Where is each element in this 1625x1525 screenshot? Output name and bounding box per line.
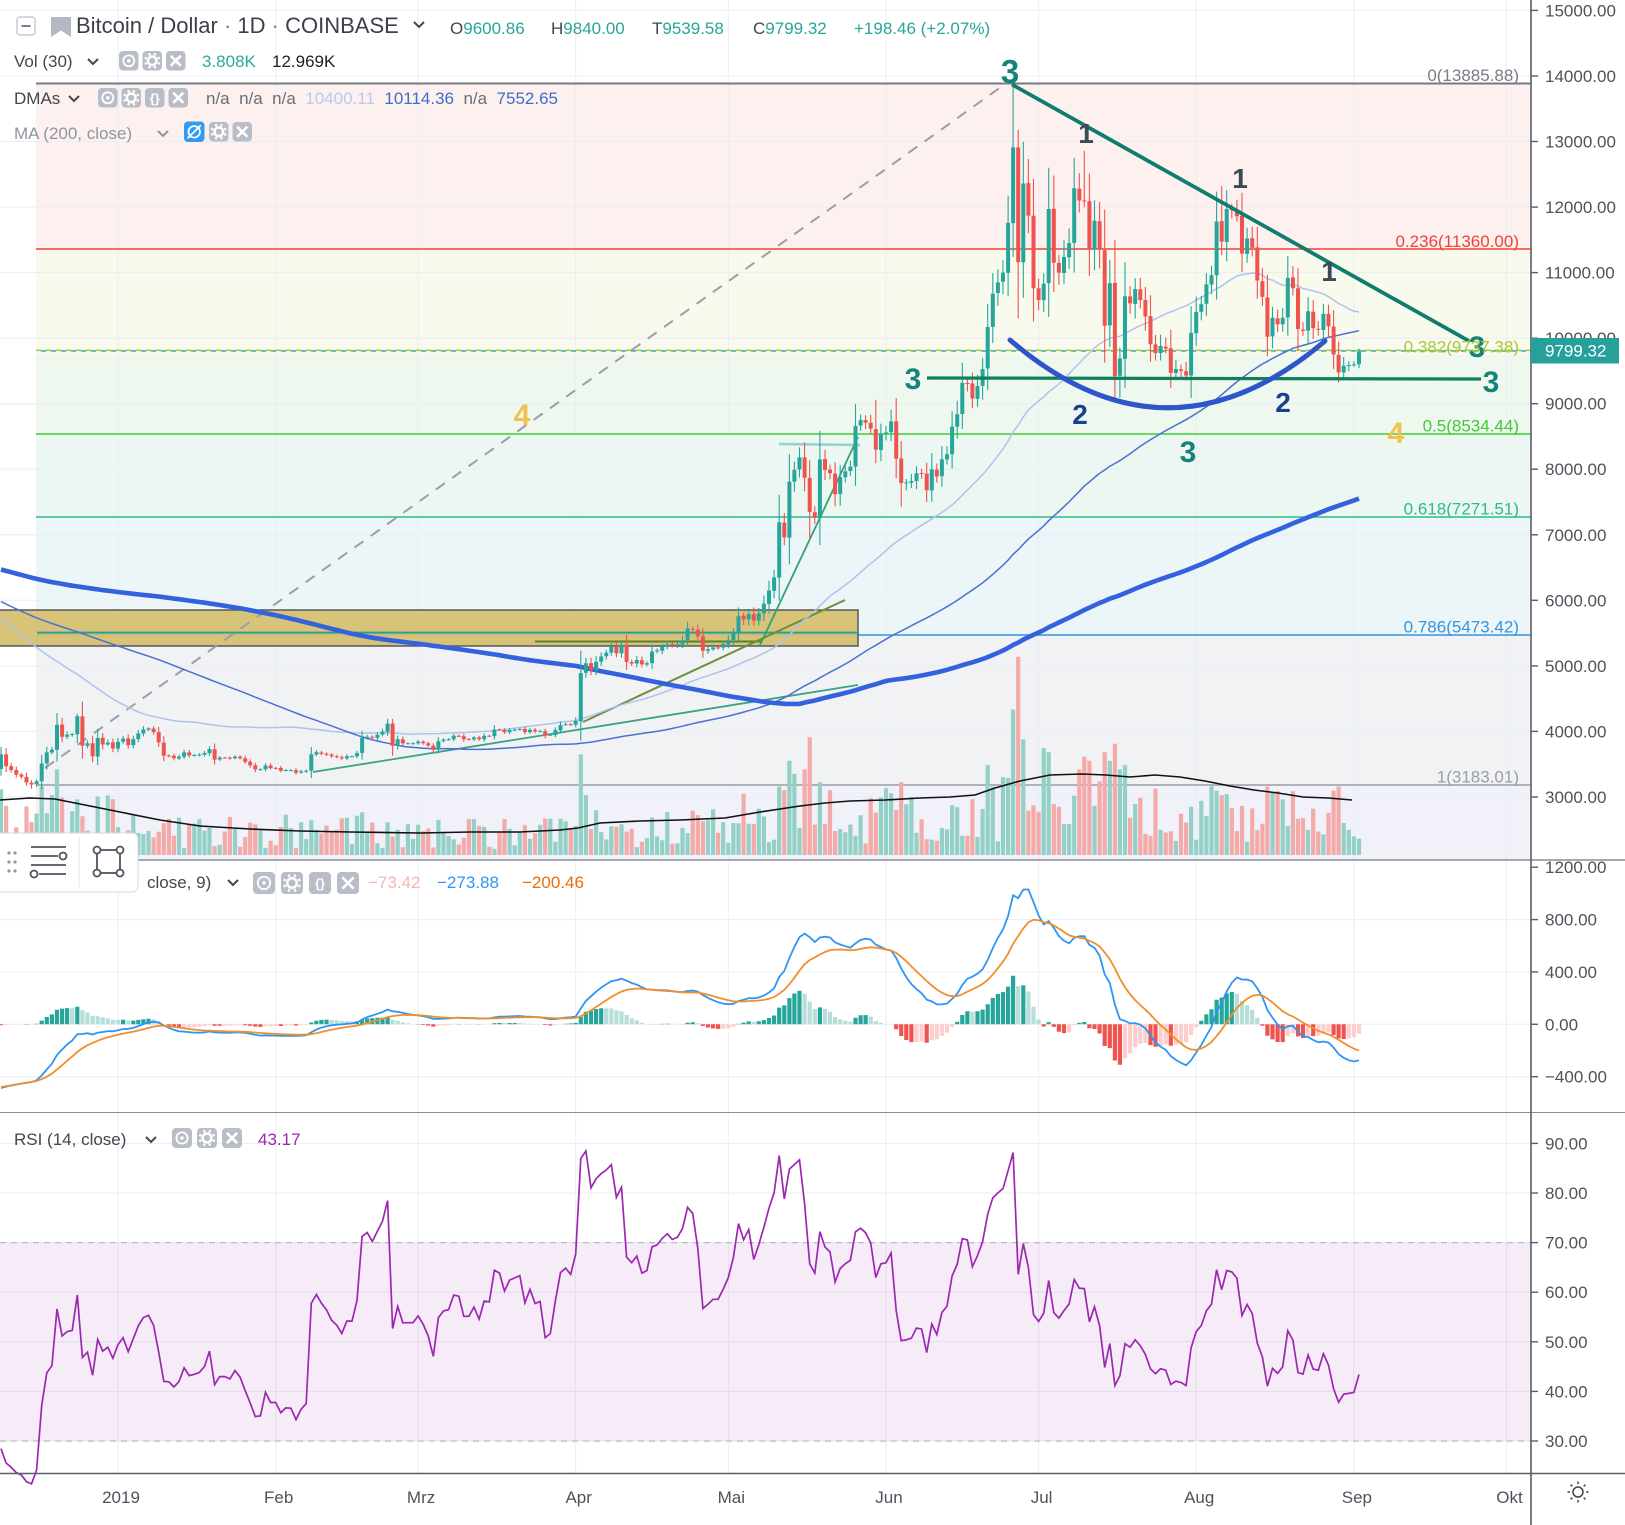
svg-text:Jun: Jun	[875, 1488, 902, 1507]
svg-text:Jul: Jul	[1031, 1488, 1053, 1507]
svg-text:4: 4	[1388, 417, 1405, 450]
svg-text:3: 3	[1469, 331, 1486, 364]
svg-text:4000.00: 4000.00	[1545, 722, 1606, 741]
svg-text:{}: {}	[315, 876, 325, 891]
svg-text:11000.00: 11000.00	[1545, 264, 1615, 283]
svg-text:2: 2	[1275, 387, 1291, 418]
svg-text:DMAs: DMAs	[14, 89, 60, 108]
svg-text:30.00: 30.00	[1545, 1432, 1588, 1451]
svg-text:2: 2	[1072, 399, 1088, 430]
svg-text:3000.00: 3000.00	[1545, 788, 1606, 807]
svg-text:−73.42: −73.42	[368, 873, 420, 892]
svg-text:1200.00: 1200.00	[1545, 858, 1606, 877]
svg-text:9000.00: 9000.00	[1545, 395, 1606, 414]
svg-text:n/a n/a n/a 10400.11 10114: n/a n/a n/a 10400.11 10114.36 n/a 7552.6…	[206, 89, 558, 108]
svg-text:0.00: 0.00	[1545, 1015, 1578, 1034]
svg-text:Okt: Okt	[1496, 1488, 1523, 1507]
svg-text:T9539.58: T9539.58	[652, 19, 724, 38]
svg-text:90.00: 90.00	[1545, 1134, 1588, 1153]
svg-text:3: 3	[1001, 53, 1019, 90]
svg-text:4: 4	[514, 399, 531, 432]
svg-text:0(13885.88): 0(13885.88)	[1427, 66, 1519, 85]
svg-text:+198.46 (+2.07%): +198.46 (+2.07%)	[854, 19, 990, 38]
svg-text:800.00: 800.00	[1545, 911, 1597, 930]
svg-text:8000.00: 8000.00	[1545, 460, 1606, 479]
svg-text:3.808K: 3.808K	[202, 52, 257, 71]
svg-text:Mrz: Mrz	[407, 1488, 435, 1507]
svg-text:9799.32: 9799.32	[1545, 342, 1606, 361]
svg-text:0.5(8534.44): 0.5(8534.44)	[1423, 417, 1519, 436]
svg-text:Mai: Mai	[718, 1488, 745, 1507]
svg-text:0.786(5473.42): 0.786(5473.42)	[1404, 618, 1519, 637]
svg-text:14000.00: 14000.00	[1545, 67, 1616, 86]
svg-text:H9840.00: H9840.00	[551, 19, 625, 38]
svg-text:15000.00: 15000.00	[1545, 1, 1616, 20]
svg-text:0.382(9737.38): 0.382(9737.38)	[1404, 338, 1519, 357]
svg-text:43.17: 43.17	[258, 1130, 301, 1149]
svg-text:12000.00: 12000.00	[1545, 198, 1616, 217]
svg-text:1: 1	[1078, 118, 1094, 149]
svg-text:−273.88: −273.88	[437, 873, 499, 892]
svg-text:7000.00: 7000.00	[1545, 526, 1606, 545]
svg-text:70.00: 70.00	[1545, 1234, 1588, 1253]
svg-text:RSI (14, close): RSI (14, close)	[14, 1130, 126, 1149]
svg-text:Vol (30): Vol (30)	[14, 52, 73, 71]
svg-text:0.236(11360.00): 0.236(11360.00)	[1395, 232, 1519, 251]
svg-text:12.969K: 12.969K	[272, 52, 336, 71]
svg-text:40.00: 40.00	[1545, 1382, 1588, 1401]
svg-text:50.00: 50.00	[1545, 1333, 1588, 1352]
svg-text:C9799.32: C9799.32	[753, 19, 827, 38]
svg-text:13000.00: 13000.00	[1545, 133, 1616, 152]
svg-text:60.00: 60.00	[1545, 1283, 1588, 1302]
svg-text:O9600.86: O9600.86	[450, 19, 525, 38]
svg-text:Feb: Feb	[264, 1488, 293, 1507]
svg-text:1: 1	[1232, 163, 1248, 194]
svg-text:0.618(7271.51): 0.618(7271.51)	[1404, 500, 1519, 519]
svg-text:Bitcoin / Dollar · 1D · COINBA: Bitcoin / Dollar · 1D · COINBASE	[76, 13, 399, 38]
svg-text:Apr: Apr	[565, 1488, 592, 1507]
svg-text:3: 3	[905, 363, 922, 396]
svg-text:−200.46: −200.46	[522, 873, 584, 892]
svg-text:MA (200, close): MA (200, close)	[14, 124, 132, 143]
svg-text:3: 3	[1483, 366, 1500, 399]
svg-text:close, 9): close, 9)	[147, 873, 211, 892]
svg-text:1(3183.01): 1(3183.01)	[1437, 768, 1519, 787]
svg-text:Sep: Sep	[1342, 1488, 1372, 1507]
svg-text:1: 1	[1321, 256, 1337, 287]
svg-text:2019: 2019	[102, 1488, 140, 1507]
svg-text:−400.00: −400.00	[1545, 1068, 1607, 1087]
svg-text:Aug: Aug	[1184, 1488, 1214, 1507]
svg-text:5000.00: 5000.00	[1545, 657, 1606, 676]
svg-text:3: 3	[1180, 436, 1197, 469]
svg-text:{}: {}	[150, 91, 160, 106]
svg-text:400.00: 400.00	[1545, 963, 1597, 982]
svg-text:80.00: 80.00	[1545, 1184, 1588, 1203]
svg-text:6000.00: 6000.00	[1545, 591, 1606, 610]
